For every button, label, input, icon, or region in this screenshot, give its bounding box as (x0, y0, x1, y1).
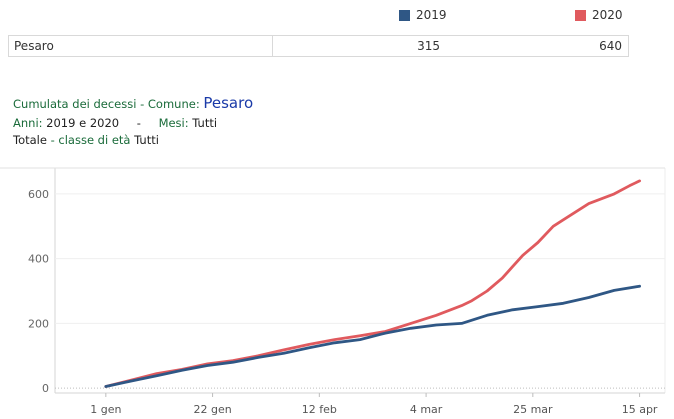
y-tick-label: 200 (28, 317, 49, 330)
legend: 2019 2020 (0, 6, 674, 28)
y-tick-label: 400 (28, 253, 49, 266)
header-anni-label: Anni: (13, 116, 43, 130)
header-mesi-value: Tutti (192, 116, 218, 130)
legend-label-2020: 2020 (592, 8, 623, 22)
header-comune-label: Comune: (147, 97, 200, 111)
summary-row: Pesaro 315 640 (8, 35, 629, 57)
legend-label-2019: 2019 (416, 8, 447, 22)
y-tick-label: 600 (28, 188, 49, 201)
x-tick-label: 1 gen (90, 403, 121, 416)
legend-swatch-2019 (399, 9, 410, 21)
x-tick-label: 25 mar (513, 403, 553, 416)
legend-item-2019[interactable]: 2019 (399, 8, 447, 22)
x-tick-label: 15 apr (622, 403, 658, 416)
series-line-2019 (104, 284, 641, 388)
header-title-prefix: Cumulata dei decessi - (13, 97, 148, 111)
header-line-2: Anni: 2019 e 2020 - Mesi: Tutti (13, 116, 217, 130)
x-tick-label: 4 mar (410, 403, 443, 416)
header-classe-value: Tutti (134, 133, 159, 147)
header-totale: Totale (13, 133, 47, 147)
x-tick-label: 22 gen (193, 403, 231, 416)
header-mesi-label: Mesi: (158, 116, 189, 130)
x-tick-label: 12 feb (302, 403, 337, 416)
series-line-2020 (104, 179, 641, 388)
summary-value-2020: 640 (599, 39, 622, 53)
legend-swatch-2020 (575, 9, 586, 21)
header-line-1: Cumulata dei decessi - Comune: Pesaro (13, 94, 253, 112)
header-anni-value: 2019 e 2020 (46, 116, 120, 130)
header-classe-label: - classe di età (46, 133, 135, 147)
header-line-3: Totale - classe di età Tutti (13, 133, 159, 147)
y-tick-label: 0 (42, 382, 49, 395)
summary-value-2019: 315 (417, 39, 440, 53)
summary-name: Pesaro (9, 36, 273, 56)
legend-item-2020[interactable]: 2020 (575, 8, 623, 22)
header-separator: - (136, 116, 141, 130)
header-comune-value: Pesaro (203, 94, 254, 112)
